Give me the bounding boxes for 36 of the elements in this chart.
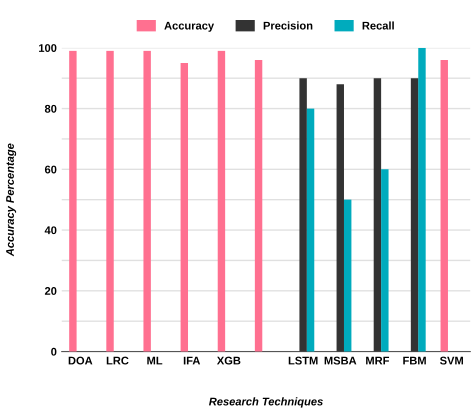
- bar: [143, 50, 151, 352]
- x-tick-label: DOA: [68, 356, 92, 365]
- bar: [344, 200, 352, 352]
- bar: [299, 78, 307, 352]
- x-tick-label: ML: [147, 356, 162, 364]
- x-tick-label: FBM: [403, 356, 426, 364]
- x-axis-title: Research Techniques: [208, 397, 323, 408]
- bar: [69, 50, 77, 352]
- legend-label: Accuracy: [164, 22, 214, 32]
- y-tick-label: 40: [44, 226, 56, 234]
- x-tick-label: IFA: [184, 356, 200, 364]
- bar: [374, 78, 382, 352]
- y-axis-title: Accuracy Percentage: [6, 143, 16, 256]
- legend-label: Precision: [264, 21, 312, 30]
- x-tick-label: XGB: [216, 356, 240, 365]
- bar: [336, 84, 344, 352]
- y-tick-label: 20: [44, 287, 56, 295]
- bar: [306, 108, 314, 352]
- y-tick-label: 60: [44, 166, 56, 174]
- bar: [381, 169, 389, 352]
- bar: [218, 50, 226, 352]
- bar: [440, 60, 448, 352]
- bar: [180, 63, 188, 352]
- x-tick-label: MRF: [366, 356, 390, 364]
- x-tick-label: LRC: [106, 356, 129, 365]
- x-tick-label: LSTM: [288, 356, 318, 365]
- legend-label: Recall: [362, 21, 394, 30]
- bar: [410, 78, 418, 352]
- y-tick-label: 0: [51, 348, 56, 356]
- x-tick-label: MSBA: [324, 356, 356, 365]
- bar: [106, 50, 114, 352]
- x-tick-label: SVM: [440, 356, 463, 365]
- y-tick-label: 80: [44, 104, 56, 113]
- bar: [418, 48, 426, 352]
- bar: [254, 60, 262, 352]
- y-tick-label: 100: [39, 44, 56, 52]
